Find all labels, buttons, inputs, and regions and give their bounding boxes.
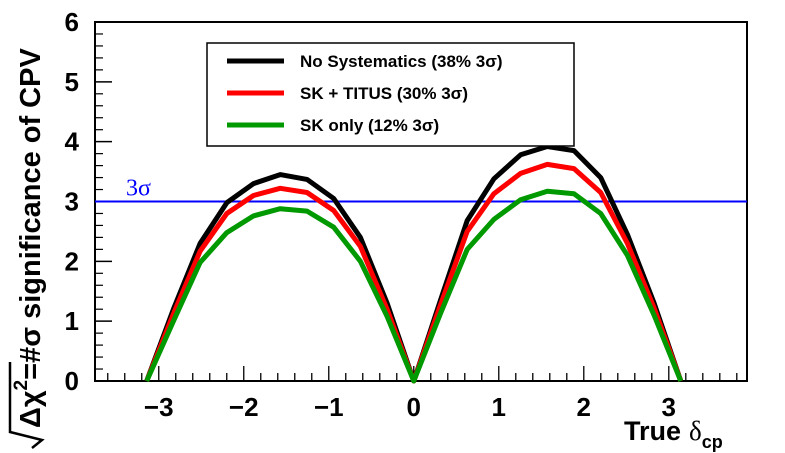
y-tick-label: 1 xyxy=(65,306,79,336)
svg-text:Δχ2=#σ significance of CPV: Δχ2=#σ significance of CPV xyxy=(11,48,47,428)
reference-line-label: 3σ xyxy=(126,176,151,202)
series-line-3 xyxy=(144,188,684,384)
y-title-rest: =#σ significance of CPV xyxy=(15,48,47,380)
y-tick-label: 3 xyxy=(65,187,79,217)
x-axis-title: True δcp xyxy=(624,416,723,452)
series-line-2 xyxy=(144,161,684,384)
y-tick-label: 0 xyxy=(65,366,79,396)
x-title-subscript: cp xyxy=(702,432,723,452)
x-tick-label: 3 xyxy=(662,392,676,422)
legend: No Systematics (38% 3σ) SK + TITUS (30% 3… xyxy=(206,42,575,147)
x-tick-label: 0 xyxy=(407,392,421,422)
x-tick-label: 1 xyxy=(492,392,506,422)
x-title-text: True xyxy=(624,416,681,446)
x-tick-label: −3 xyxy=(144,392,174,422)
x-tick-label: −2 xyxy=(229,392,259,422)
y-tick-label: 6 xyxy=(65,7,79,37)
x-tick-label: 2 xyxy=(577,392,591,422)
sqrt-sign xyxy=(8,362,45,449)
y-axis-title: Δχ2=#σ significance of CPV xyxy=(8,48,47,449)
x-title-symbol: δ xyxy=(689,416,702,446)
y-tick-label: 4 xyxy=(65,127,80,157)
x-tick-label: −1 xyxy=(314,392,344,422)
y-tick-label: 5 xyxy=(65,67,79,97)
y-title-root: Δχ xyxy=(15,390,47,428)
y-title-exponent: 2 xyxy=(11,380,32,391)
y-tick-label: 2 xyxy=(65,246,79,276)
legend-label-2: SK + TITUS (30% 3σ) xyxy=(300,84,468,103)
series-line-1 xyxy=(144,144,684,384)
legend-label-1: No Systematics (38% 3σ) xyxy=(300,52,503,71)
legend-label-3: SK only (12% 3σ) xyxy=(300,116,439,135)
